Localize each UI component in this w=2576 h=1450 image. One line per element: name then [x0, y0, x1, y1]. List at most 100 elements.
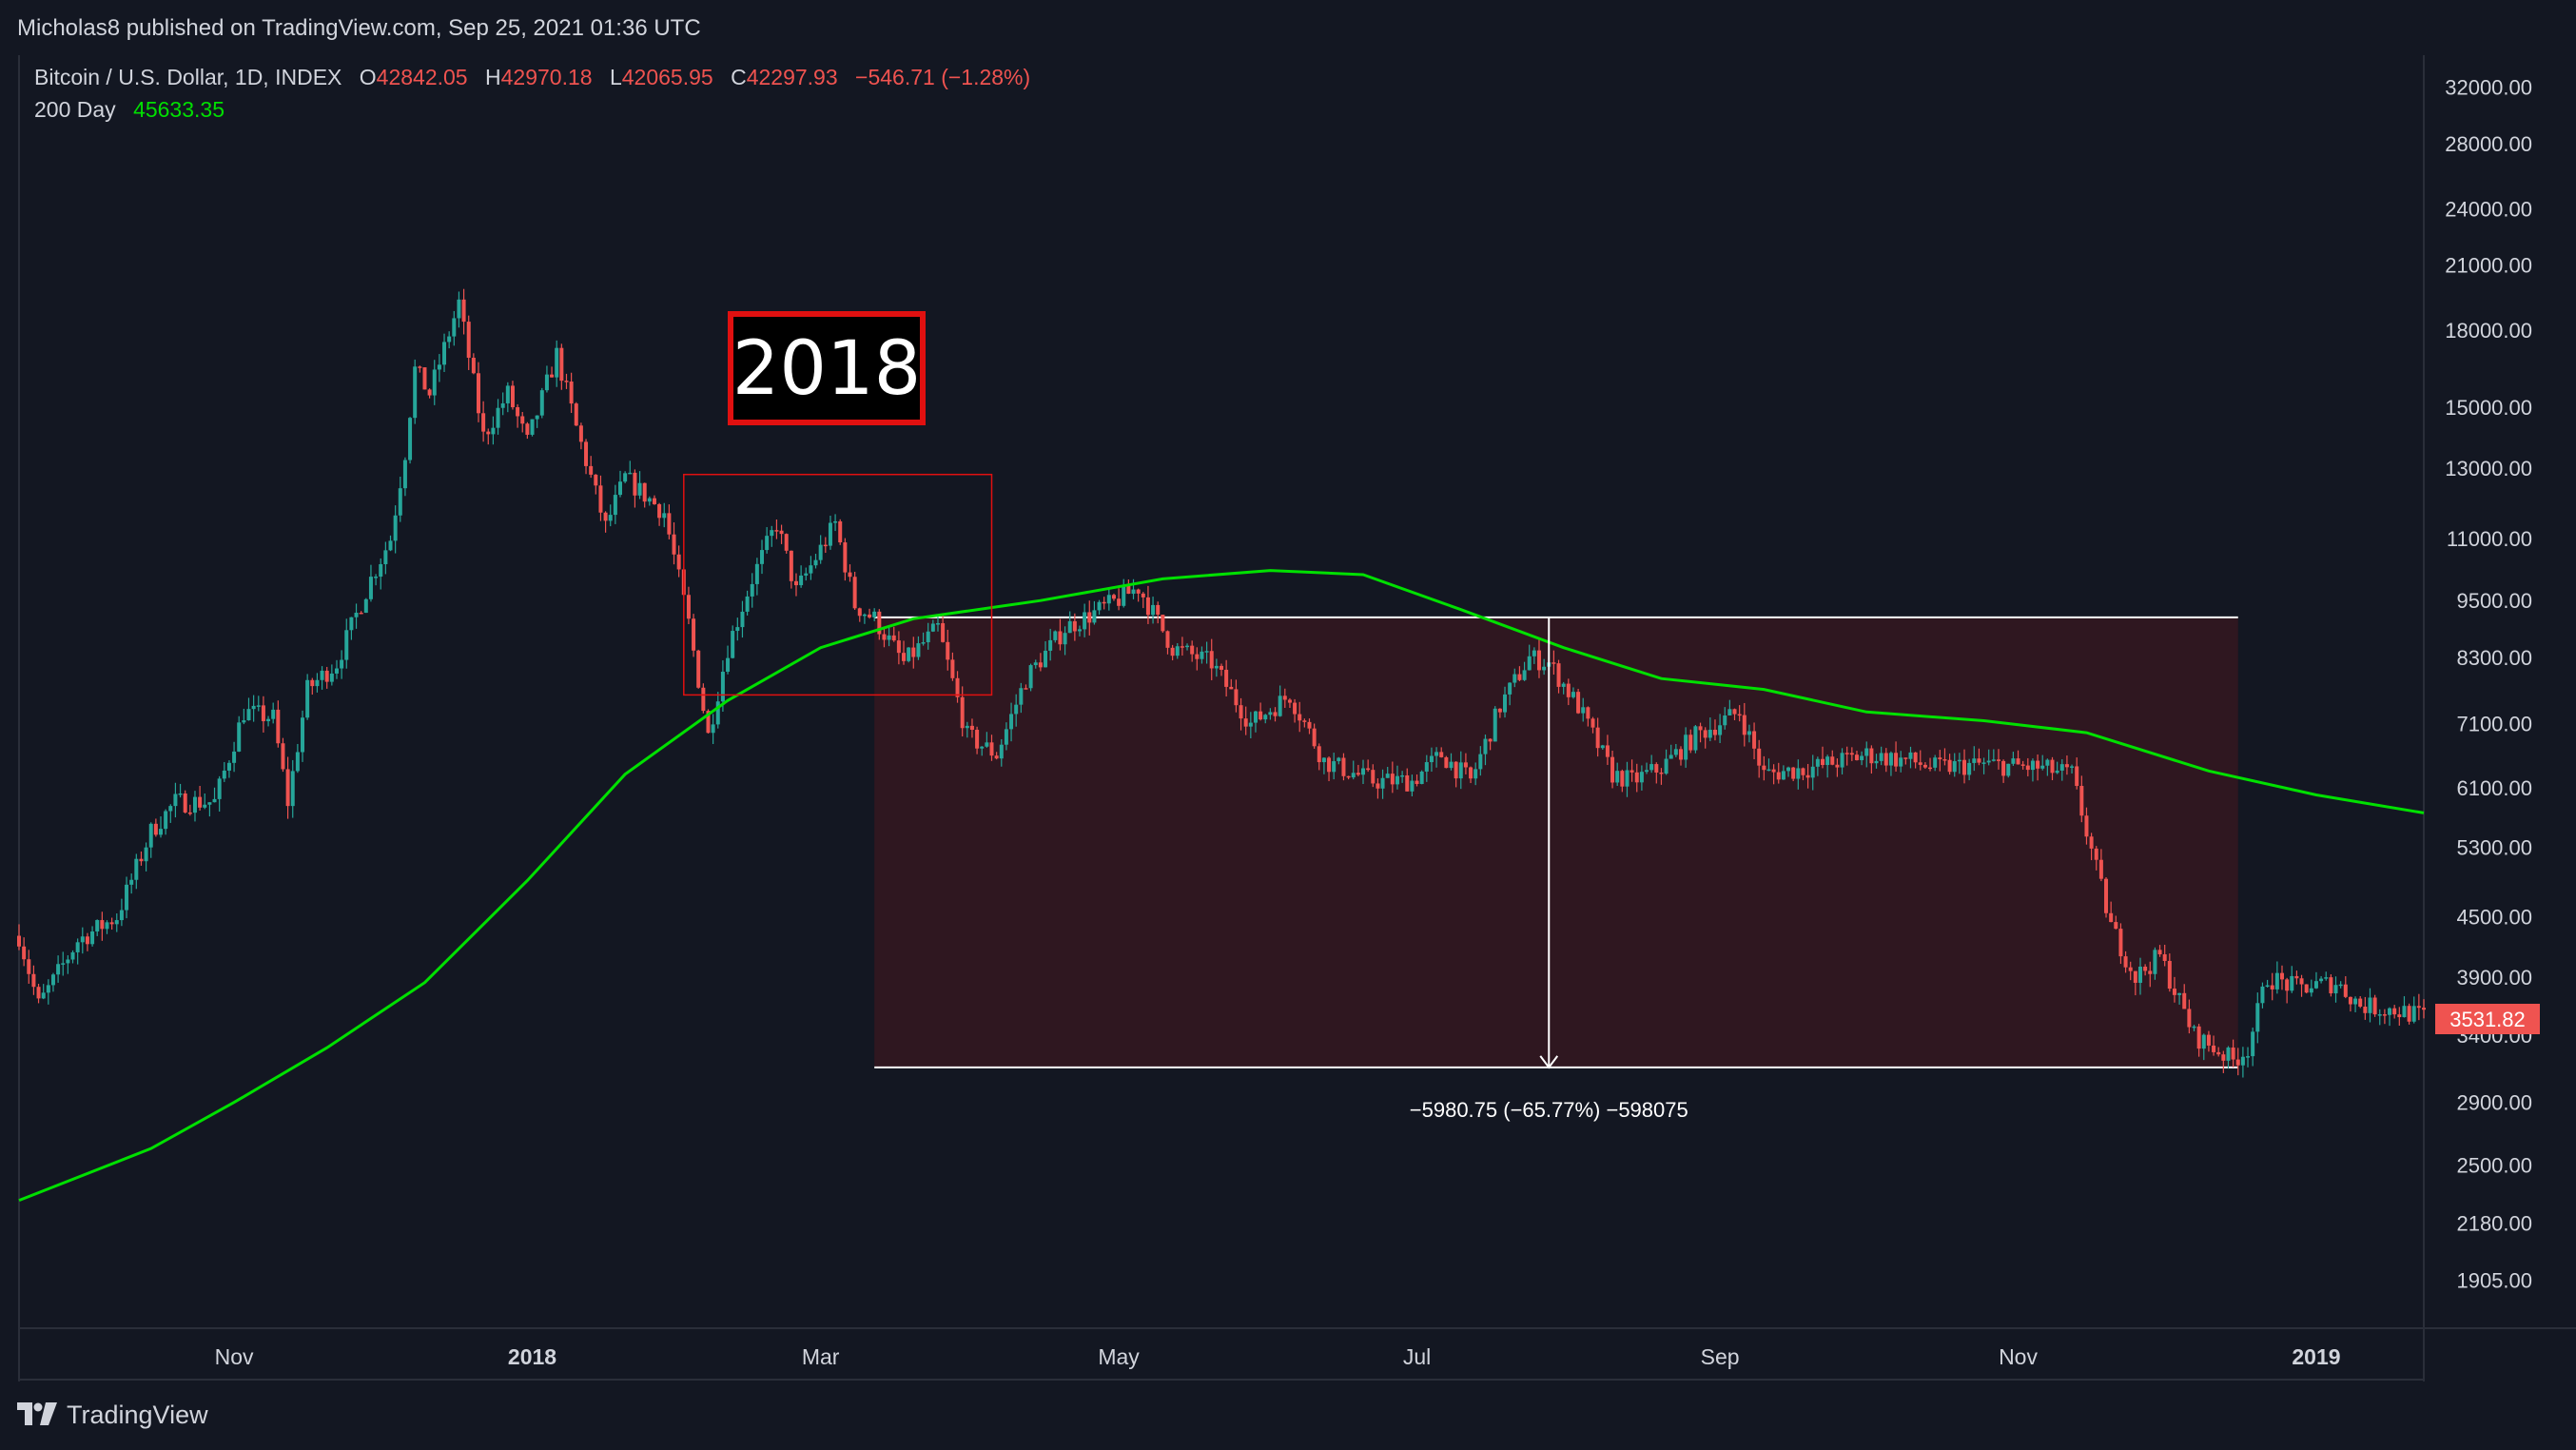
price-axis[interactable]: 32000.00 28000.00 24000.00 21000.00 18000.00…	[2435, 75, 2540, 1292]
candle-up	[1419, 771, 1424, 784]
candle-up	[608, 515, 613, 521]
candle-down	[1376, 783, 1380, 789]
candle-up	[2045, 759, 2050, 766]
candle-down	[779, 530, 784, 535]
time-axis[interactable]: Nov 2018 Mar May Jul Sep Nov 2019	[215, 1344, 2341, 1369]
candle-up	[1458, 762, 1463, 779]
candle-down	[1220, 665, 1223, 670]
candle-up	[2011, 758, 2016, 764]
symbol-row[interactable]: Bitcoin / U.S. Dollar, 1D, INDEX O42842.…	[34, 65, 1030, 97]
ma-row[interactable]: 200 Day 45633.35	[34, 97, 1030, 129]
candle-down	[652, 498, 656, 504]
range-layer	[874, 616, 2238, 1068]
candle-up	[745, 596, 750, 612]
candle-up	[1952, 761, 1957, 773]
candle-down	[1595, 727, 1600, 749]
chart-legend: Bitcoin / U.S. Dollar, 1D, INDEX O42842.…	[34, 65, 1030, 129]
candle-up	[173, 794, 178, 807]
candle-up	[1077, 629, 1082, 632]
candle-down	[2172, 989, 2176, 995]
candle-down	[2025, 765, 2030, 771]
price-tick-label: 2500.00	[2456, 1154, 2532, 1178]
candle-down	[2182, 992, 2187, 1009]
candle-down	[100, 920, 105, 930]
candle-down	[686, 595, 691, 619]
candle-up	[1337, 757, 1341, 762]
candle-up	[1175, 646, 1180, 656]
candle-up	[539, 390, 544, 416]
candle-down	[324, 670, 329, 682]
low-label: L	[609, 65, 622, 89]
candle-up	[2055, 770, 2059, 774]
candle-up	[2070, 766, 2075, 768]
candle-down	[2094, 848, 2098, 860]
candle-down	[2348, 996, 2352, 1005]
candle-up	[329, 673, 334, 682]
candle-down	[1566, 683, 1571, 697]
candle-down	[975, 730, 980, 749]
candle-down	[1209, 651, 1214, 669]
price-tick-label: 4500.00	[2456, 905, 2532, 929]
candle-up	[1825, 756, 1830, 766]
candle-up	[1708, 729, 1712, 738]
candle-up	[1600, 745, 1605, 749]
candle-up	[1048, 639, 1053, 651]
candle-down	[2167, 960, 2172, 990]
candle-down	[950, 659, 955, 678]
publish-info: Micholas8 published on TradingView.com, …	[17, 15, 701, 41]
candle-up	[887, 635, 891, 640]
candle-down	[1273, 712, 1278, 716]
candle-up	[2030, 760, 2035, 771]
candle-down	[1415, 780, 1419, 784]
candle-down	[1038, 662, 1043, 668]
price-tick-label: 15000.00	[2445, 396, 2532, 420]
tradingview-brand[interactable]: TradingView	[67, 1401, 208, 1429]
price-tick-label: 24000.00	[2445, 197, 2532, 221]
candle-down	[2084, 815, 2089, 837]
candle-up	[1268, 712, 1273, 715]
candle-up	[813, 559, 818, 566]
candle-down	[2157, 950, 2162, 955]
price-tick-label: 2180.00	[2456, 1211, 2532, 1235]
price-tick-label: 21000.00	[2445, 254, 2532, 278]
candle-down	[1752, 731, 1757, 749]
candle-up	[1508, 682, 1512, 695]
candle-up	[907, 647, 911, 661]
candle-down	[1791, 767, 1796, 779]
candle-down	[784, 534, 789, 551]
low-value: 42065.95	[621, 65, 713, 89]
candle-up	[1542, 666, 1547, 671]
candle-up	[1874, 760, 1879, 764]
time-tick-label: 2019	[2292, 1344, 2340, 1369]
candle-up	[1200, 651, 1204, 659]
candle-down	[1302, 720, 1307, 722]
candle-down	[1024, 688, 1028, 690]
price-chart[interactable]: −5980.75 (−65.77%) −598075 2018 32000.00 2…	[0, 0, 2576, 1381]
candle-up	[1669, 754, 1673, 759]
candle-up	[2333, 985, 2338, 994]
candle-up	[1645, 770, 1649, 773]
candle-down	[1805, 774, 1810, 778]
open-value: 42842.05	[376, 65, 468, 89]
candle-up	[178, 793, 183, 795]
candle-down	[2285, 979, 2290, 991]
candle-down	[1341, 757, 1346, 776]
candle-down	[2343, 984, 2348, 997]
candle-up	[203, 804, 207, 808]
candle-up	[1649, 764, 1654, 771]
candle-down	[2363, 1006, 2368, 1013]
measure-range-fill	[874, 617, 2238, 1068]
candle-up	[1092, 610, 1097, 623]
candle-down	[2089, 836, 2094, 849]
candle-down	[187, 812, 192, 814]
candle-down	[902, 653, 907, 661]
candle-up	[2226, 1047, 2231, 1061]
candle-up	[1278, 696, 1282, 716]
candle-up	[770, 530, 774, 537]
candle-down	[584, 441, 589, 466]
candle-down	[550, 374, 555, 378]
price-tick-label: 9500.00	[2456, 589, 2532, 613]
candle-up	[1106, 595, 1111, 604]
tradingview-logo-icon[interactable]	[17, 1402, 57, 1425]
candle-up	[442, 342, 447, 365]
